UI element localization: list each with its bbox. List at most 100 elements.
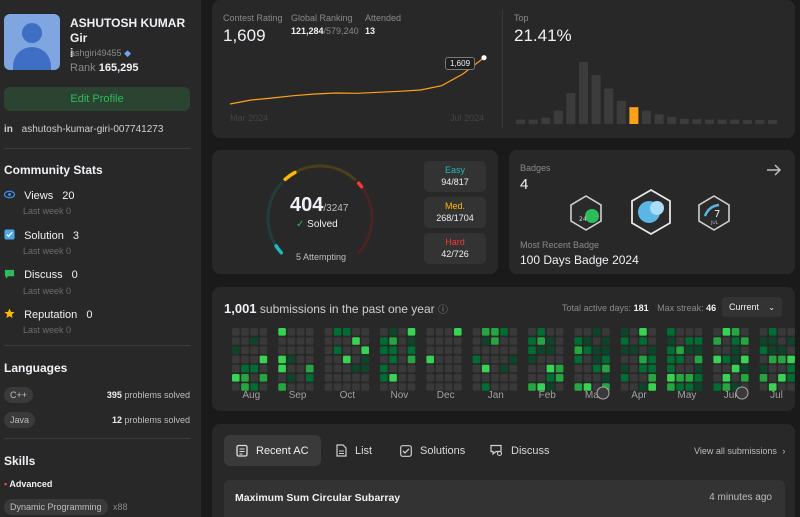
heatmap-cell[interactable] (444, 364, 453, 373)
heatmap-cell[interactable] (259, 374, 268, 382)
heatmap-cell[interactable] (648, 346, 656, 354)
heatmap-cell[interactable] (278, 328, 286, 336)
heatmap-cell[interactable] (528, 346, 536, 354)
heatmap-cell[interactable] (305, 328, 314, 336)
heatmap-cell[interactable] (778, 337, 786, 345)
easy-box[interactable]: Easy 94/817 (424, 161, 486, 192)
heatmap-cell[interactable] (287, 364, 296, 373)
heatmap-cell[interactable] (343, 346, 351, 354)
heatmap-cell[interactable] (639, 364, 647, 373)
edit-profile-button[interactable]: Edit Profile (4, 87, 190, 111)
heatmap-cell[interactable] (676, 374, 684, 382)
heatmap-cell[interactable] (324, 374, 333, 382)
heatmap-cell[interactable] (407, 374, 416, 382)
heatmap-cell[interactable] (537, 355, 545, 364)
heatmap-cell[interactable] (667, 337, 675, 345)
heatmap-cell[interactable] (592, 337, 601, 345)
heatmap-cell[interactable] (546, 337, 555, 345)
heatmap-cell[interactable] (389, 346, 397, 354)
heatmap-cell[interactable] (352, 328, 360, 336)
heatmap-cell[interactable] (444, 337, 453, 345)
heatmap-cell[interactable] (722, 346, 731, 354)
heatmap-cell[interactable] (787, 374, 795, 382)
heatmap-cell[interactable] (768, 346, 777, 354)
heatmap-cell[interactable] (343, 337, 351, 345)
heatmap-cell[interactable] (639, 328, 647, 336)
heatmap-cell[interactable] (389, 383, 397, 391)
heatmap-cell[interactable] (620, 337, 629, 345)
heatmap-cell[interactable] (574, 328, 583, 336)
heatmap-cell[interactable] (592, 328, 601, 336)
heatmap-cell[interactable] (685, 364, 694, 373)
heatmap-cell[interactable] (555, 374, 564, 382)
heatmap-cell[interactable] (324, 383, 333, 391)
heatmap-cell[interactable] (296, 346, 305, 354)
heatmap-cell[interactable] (630, 346, 638, 354)
heatmap-cell[interactable] (407, 346, 416, 354)
heatmap-cell[interactable] (648, 374, 656, 382)
heatmap-cell[interactable] (768, 364, 777, 373)
heatmap-cell[interactable] (333, 328, 342, 336)
heatmap-cell[interactable] (380, 364, 388, 373)
heatmap-cell[interactable] (528, 383, 536, 391)
heatmap-cell[interactable] (676, 328, 684, 336)
heatmap-cell[interactable] (343, 328, 351, 336)
heatmap-cell[interactable] (722, 337, 731, 345)
heatmap-cell[interactable] (389, 374, 397, 382)
heatmap-cell[interactable] (537, 328, 545, 336)
heatmap-cell[interactable] (574, 346, 583, 354)
heatmap-cell[interactable] (546, 383, 555, 391)
language-tag[interactable]: Java (4, 412, 36, 428)
heatmap-cell[interactable] (398, 355, 407, 364)
heatmap-cell[interactable] (602, 374, 610, 382)
heatmap-cell[interactable] (426, 337, 434, 345)
heatmap-cell[interactable] (389, 364, 397, 373)
heatmap-cell[interactable] (583, 337, 592, 345)
heatmap-cell[interactable] (639, 355, 647, 364)
heatmap-cell[interactable] (787, 346, 795, 354)
heatmap-cell[interactable] (620, 364, 629, 373)
heatmap-cell[interactable] (380, 374, 388, 382)
heatmap-cell[interactable] (778, 374, 786, 382)
heatmap-cell[interactable] (620, 328, 629, 336)
heatmap-cell[interactable] (685, 328, 694, 336)
heatmap-cell[interactable] (250, 337, 258, 345)
heatmap-cell[interactable] (667, 383, 675, 391)
heatmap-cell[interactable] (731, 374, 740, 382)
heatmap-cell[interactable] (343, 355, 351, 364)
heatmap-cell[interactable] (444, 355, 453, 364)
heatmap-cell[interactable] (241, 346, 249, 354)
view-all-link[interactable]: View all submissions › (694, 446, 785, 456)
heatmap-cell[interactable] (278, 364, 286, 373)
heatmap-cell[interactable] (694, 328, 703, 336)
heatmap-cell[interactable] (361, 374, 369, 382)
heatmap-cell[interactable] (741, 346, 749, 354)
heatmap-cell[interactable] (407, 355, 416, 364)
heatmap-cell[interactable] (361, 383, 369, 391)
hard-box[interactable]: Hard 42/726 (424, 233, 486, 264)
heatmap-cell[interactable] (352, 355, 360, 364)
heatmap-cell[interactable] (435, 364, 444, 373)
heatmap-cell[interactable] (324, 328, 333, 336)
heatmap-cell[interactable] (574, 374, 583, 382)
heatmap-cell[interactable] (407, 337, 416, 345)
heatmap-cell[interactable] (250, 364, 258, 373)
heatmap-cell[interactable] (398, 337, 407, 345)
heatmap-cell[interactable] (722, 355, 731, 364)
heatmap-cell[interactable] (546, 355, 555, 364)
heatmap-cell[interactable] (713, 374, 721, 382)
heatmap-cell[interactable] (648, 355, 656, 364)
badge-icon-100-days[interactable]: 24 (567, 194, 605, 232)
heatmap-cell[interactable] (305, 355, 314, 364)
heatmap-cell[interactable] (500, 328, 508, 336)
heatmap-cell[interactable] (250, 346, 258, 354)
badge-icon-50-days[interactable] (627, 188, 675, 236)
heatmap-cell[interactable] (324, 337, 333, 345)
heatmap-cell[interactable] (694, 364, 703, 373)
solved-ring[interactable] (260, 160, 380, 270)
heatmap-cell[interactable] (250, 374, 258, 382)
heatmap-cell[interactable] (352, 374, 360, 382)
heatmap-cell[interactable] (481, 337, 490, 345)
heatmap-cell[interactable] (592, 374, 601, 382)
heatmap-cell[interactable] (305, 364, 314, 373)
